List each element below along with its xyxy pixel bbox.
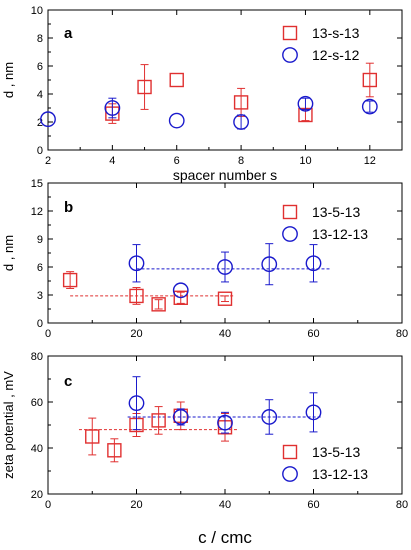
x-tick-label: 10 bbox=[299, 155, 311, 167]
legend-label: 13-5-13 bbox=[312, 204, 360, 220]
data-point bbox=[173, 290, 188, 305]
data-point bbox=[217, 414, 233, 431]
x-tick-label: 60 bbox=[307, 499, 319, 511]
data-point bbox=[172, 409, 189, 425]
y-tick-label: 20 bbox=[31, 489, 43, 501]
data-point bbox=[151, 413, 166, 428]
y-axis-label: zeta potential , mV bbox=[1, 371, 16, 479]
data-point bbox=[261, 409, 278, 425]
panel-label: c bbox=[64, 373, 72, 390]
data-point bbox=[129, 288, 144, 304]
y-tick-label: 3 bbox=[37, 290, 43, 302]
y-tick-label: 2 bbox=[37, 117, 43, 129]
legend-label: 13-12-13 bbox=[312, 226, 368, 242]
legend-marker bbox=[282, 444, 298, 460]
data-point bbox=[107, 443, 122, 458]
x-axis-label: spacer number s bbox=[173, 167, 277, 183]
y-axis-label: d , nm bbox=[1, 62, 16, 98]
data-point bbox=[217, 291, 233, 306]
data-point bbox=[233, 95, 249, 110]
x-axis-label: c / cmc bbox=[198, 528, 252, 547]
data-point bbox=[40, 111, 56, 128]
legend-marker bbox=[282, 226, 298, 242]
legend-label: 13-12-13 bbox=[312, 466, 368, 482]
data-point bbox=[261, 256, 278, 273]
legend-label: 13-5-13 bbox=[312, 444, 360, 460]
y-tick-label: 4 bbox=[37, 89, 43, 101]
data-point bbox=[62, 272, 78, 288]
data-point bbox=[233, 114, 249, 130]
x-tick-label: 20 bbox=[130, 499, 142, 511]
y-tick-label: 15 bbox=[31, 178, 43, 190]
data-point bbox=[137, 79, 152, 95]
x-tick-label: 0 bbox=[45, 499, 51, 511]
x-tick-label: 2 bbox=[45, 155, 51, 167]
x-tick-label: 40 bbox=[219, 328, 231, 340]
data-point bbox=[297, 95, 314, 112]
y-tick-label: 80 bbox=[31, 351, 43, 363]
x-tick-label: 6 bbox=[174, 155, 180, 167]
x-tick-label: 12 bbox=[364, 155, 376, 167]
y-tick-label: 60 bbox=[31, 397, 43, 409]
legend-marker bbox=[282, 466, 298, 482]
data-point bbox=[128, 255, 145, 272]
x-tick-label: 0 bbox=[45, 328, 51, 340]
y-tick-label: 9 bbox=[37, 234, 43, 246]
legend-marker bbox=[282, 204, 298, 220]
x-tick-label: 80 bbox=[396, 328, 408, 340]
y-tick-label: 6 bbox=[37, 61, 43, 73]
y-axis-label: d , nm bbox=[1, 235, 16, 271]
data-point bbox=[305, 404, 322, 421]
y-tick-label: 0 bbox=[37, 145, 43, 157]
data-point bbox=[85, 429, 100, 444]
y-tick-label: 6 bbox=[37, 262, 43, 274]
x-tick-label: 4 bbox=[109, 155, 115, 167]
x-tick-label: 20 bbox=[130, 328, 142, 340]
data-point bbox=[362, 72, 378, 88]
x-tick-label: 8 bbox=[238, 155, 244, 167]
x-tick-label: 60 bbox=[307, 328, 319, 340]
x-tick-label: 80 bbox=[396, 499, 408, 511]
legend-label: 13-s-13 bbox=[312, 25, 360, 41]
data-point bbox=[168, 112, 185, 129]
data-point bbox=[151, 297, 166, 312]
data-point bbox=[128, 395, 145, 412]
data-point bbox=[305, 255, 322, 272]
chart-panel-b: 0 20 40 60 80 0 3 6 9 12 15 d , nm b 13-5-13 13-12-13 bbox=[1, 178, 408, 340]
y-tick-label: 12 bbox=[31, 206, 43, 218]
data-point bbox=[169, 72, 184, 88]
data-point bbox=[361, 98, 378, 115]
data-point bbox=[217, 259, 233, 275]
legend-marker bbox=[282, 47, 298, 63]
panel-label: b bbox=[64, 199, 73, 216]
y-tick-label: 0 bbox=[37, 318, 43, 330]
data-point bbox=[104, 100, 121, 116]
legend-label: 12-s-12 bbox=[312, 47, 360, 63]
x-tick-label: 40 bbox=[219, 499, 231, 511]
data-point bbox=[172, 282, 189, 299]
y-tick-label: 8 bbox=[37, 33, 43, 45]
legend-marker bbox=[282, 25, 298, 41]
y-tick-label: 40 bbox=[31, 443, 43, 455]
y-tick-label: 10 bbox=[31, 5, 43, 17]
panel-label: a bbox=[64, 25, 73, 42]
